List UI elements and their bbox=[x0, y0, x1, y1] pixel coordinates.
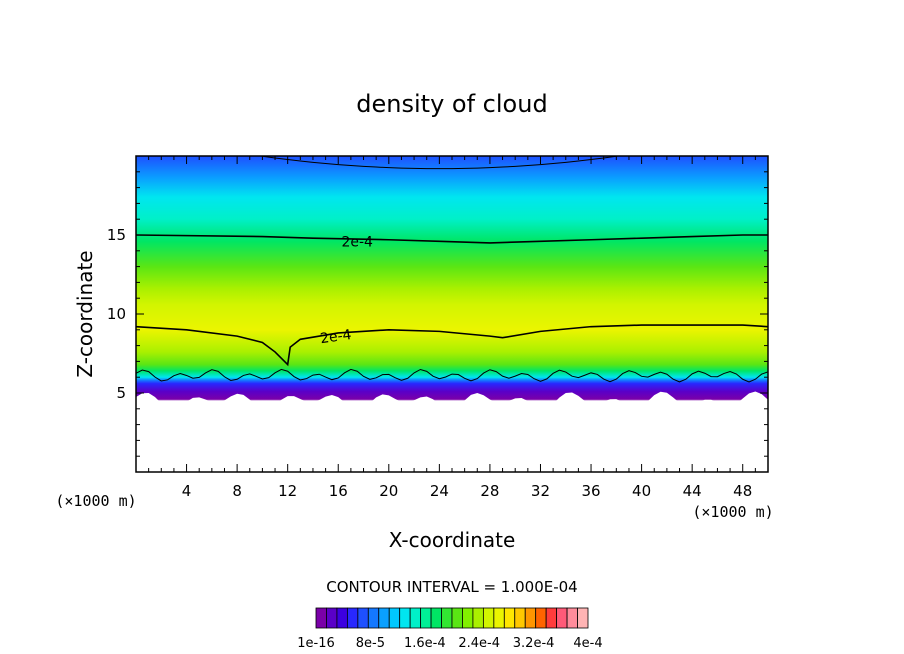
y-tick-label: 5 bbox=[116, 384, 126, 402]
colorbar bbox=[315, 607, 589, 629]
colorbar-tick-label: 1e-16 bbox=[297, 636, 335, 651]
colorbar-swatch bbox=[367, 607, 380, 629]
x-tick-label: 4 bbox=[182, 482, 192, 500]
clear-air-region bbox=[136, 391, 768, 472]
colorbar-swatch bbox=[524, 607, 537, 629]
contour-line-2e-4 bbox=[136, 234, 768, 244]
colorbar-swatch bbox=[556, 607, 568, 629]
x-unit-label: (×1000 m) bbox=[692, 503, 773, 521]
x-tick-label: 40 bbox=[632, 482, 651, 500]
chart-title: density of cloud bbox=[356, 90, 547, 118]
colorbar-swatch bbox=[357, 607, 369, 629]
x-tick-label: 20 bbox=[379, 482, 398, 500]
z-unit-label: (×1000 m) bbox=[55, 492, 136, 510]
x-tick-label: 28 bbox=[480, 482, 499, 500]
colorbar-swatch bbox=[451, 607, 463, 629]
y-axis-ticks: 5 10 15 bbox=[107, 155, 768, 473]
colorbar-swatch bbox=[430, 607, 442, 629]
colorbar-swatch bbox=[503, 607, 516, 629]
y-tick-label: 15 bbox=[107, 226, 126, 244]
colorbar-swatch bbox=[566, 607, 578, 629]
colorbar-swatch bbox=[378, 607, 390, 629]
plot-area: 2e-4 2e-4 bbox=[135, 155, 769, 473]
colorbar-swatch bbox=[462, 607, 474, 629]
contour-lines bbox=[136, 156, 768, 383]
contour-label: 2e-4 bbox=[319, 327, 352, 347]
contour-labels: 2e-4 2e-4 bbox=[319, 234, 373, 347]
colorbar-swatch bbox=[535, 607, 547, 629]
colorbar-swatch bbox=[315, 607, 327, 629]
colorbar-swatch bbox=[514, 607, 526, 629]
contour-line-top bbox=[257, 156, 622, 170]
colorbar-tick-label: 1.6e-4 bbox=[404, 636, 446, 651]
colorbar-tick-label: 4e-4 bbox=[573, 636, 602, 651]
colorbar-swatch bbox=[577, 607, 589, 629]
colorbar-swatch bbox=[420, 607, 432, 629]
x-axis-label: X-coordinate bbox=[389, 528, 516, 552]
contour-interval-text: CONTOUR INTERVAL = 1.000E-04 bbox=[326, 578, 577, 596]
x-tick-label: 32 bbox=[531, 482, 550, 500]
x-tick-label: 12 bbox=[278, 482, 297, 500]
x-tick-label: 36 bbox=[581, 482, 600, 500]
colorbar-tick-label: 3.2e-4 bbox=[513, 636, 555, 651]
colorbar-swatch bbox=[482, 607, 495, 629]
colorbar-tick-label: 8e-5 bbox=[356, 636, 385, 651]
colorbar-labels: 1e-16 8e-5 1.6e-4 2.4e-4 3.2e-4 4e-4 bbox=[297, 636, 602, 651]
x-axis-ticks: 4 8 12 16 20 24 28 32 36 40 44 48 bbox=[135, 156, 769, 500]
contour-line-2e-4 bbox=[136, 324, 768, 367]
colorbar-swatch bbox=[472, 607, 484, 629]
colorbar-swatch bbox=[409, 607, 422, 629]
x-tick-label: 44 bbox=[683, 482, 702, 500]
colorbar-swatch bbox=[493, 607, 505, 629]
colorbar-swatch bbox=[399, 607, 411, 629]
x-tick-label: 16 bbox=[329, 482, 348, 500]
colorbar-swatch bbox=[388, 607, 401, 629]
x-tick-label: 8 bbox=[232, 482, 242, 500]
colorbar-swatch bbox=[346, 607, 359, 629]
colorbar-swatch bbox=[545, 607, 558, 629]
colorbar-tick-label: 2.4e-4 bbox=[458, 636, 500, 651]
contour-line-base bbox=[136, 368, 768, 383]
y-tick-label: 10 bbox=[107, 305, 126, 323]
colorbar-swatch bbox=[336, 607, 348, 629]
y-axis-label: Z-coordinate bbox=[73, 250, 97, 377]
x-tick-label: 24 bbox=[430, 482, 449, 500]
colorbar-swatch bbox=[326, 607, 338, 629]
x-tick-label: 48 bbox=[733, 482, 752, 500]
contour-label: 2e-4 bbox=[341, 234, 373, 250]
colorbar-swatch bbox=[441, 607, 453, 629]
